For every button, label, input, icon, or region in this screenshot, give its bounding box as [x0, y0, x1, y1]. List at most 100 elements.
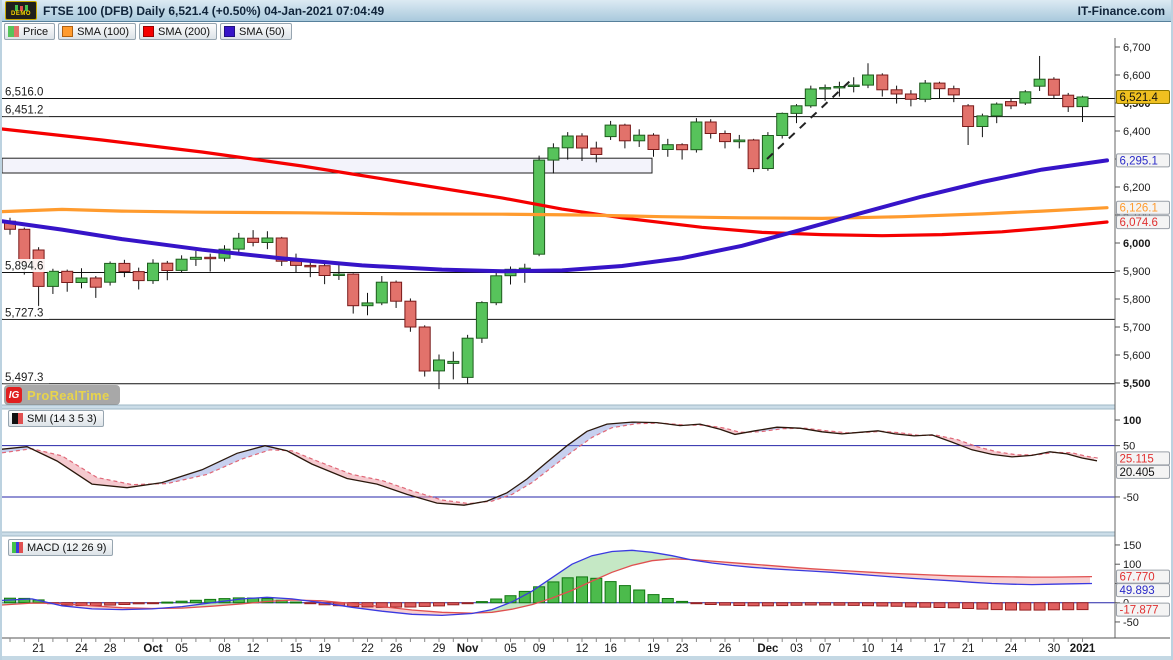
svg-text:5,727.3: 5,727.3	[5, 307, 43, 319]
svg-text:5,700: 5,700	[1123, 322, 1151, 334]
candle-down	[318, 265, 331, 277]
macd-bar-down	[862, 602, 874, 607]
macd-signal-line	[2, 558, 1093, 614]
svg-text:24: 24	[1005, 643, 1018, 655]
macd-bar-down	[418, 602, 431, 607]
macd-bar-down	[1019, 602, 1032, 611]
candle-down	[18, 228, 31, 263]
candle-up	[847, 84, 860, 87]
prorealtime-watermark: IG ProRealTime	[4, 385, 120, 405]
candle-down	[618, 124, 631, 142]
legend-chip-sma200[interactable]: SMA (200)	[139, 23, 217, 40]
hline-price-label: 6,451.2	[3, 103, 49, 117]
svg-text:12: 12	[576, 643, 589, 655]
candle-up	[75, 277, 88, 283]
svg-text:21: 21	[962, 643, 975, 655]
svg-text:6,516.0: 6,516.0	[5, 87, 43, 99]
hline-price-label: 5,727.3	[3, 305, 49, 319]
svg-text:08: 08	[218, 643, 231, 655]
macd-bar-down	[461, 602, 474, 605]
legend-chip-sma100[interactable]: SMA (100)	[58, 23, 137, 40]
candle-down	[962, 105, 975, 128]
macd-bar-up	[547, 581, 560, 604]
sma200-swatch-icon	[143, 26, 155, 37]
macd-bar-up	[647, 594, 660, 604]
candle-down	[704, 121, 717, 134]
macd-bar-down	[833, 602, 846, 606]
candle-up	[804, 88, 817, 107]
drawn-zone-box	[2, 157, 653, 174]
svg-text:26: 26	[719, 643, 732, 655]
svg-text:6,126.1: 6,126.1	[1120, 203, 1158, 215]
svg-text:100: 100	[1123, 559, 1141, 571]
macd-bar-down	[990, 602, 1003, 611]
legend-chip-sma50[interactable]: SMA (50)	[220, 23, 292, 40]
smi-panel	[2, 421, 1115, 506]
legend-sma100-label: SMA (100)	[77, 25, 130, 38]
macd-bar-down	[904, 602, 917, 608]
svg-text:24: 24	[75, 643, 88, 655]
svg-text:26: 26	[390, 643, 403, 655]
candle-up	[175, 258, 188, 271]
candle-down	[247, 237, 260, 243]
indicator-value-badge: 6,074.6	[1116, 215, 1170, 229]
smi-main-line	[2, 421, 1098, 506]
macd-bar-up	[161, 601, 174, 604]
svg-text:-50: -50	[1123, 617, 1139, 629]
macd-bar-down	[1047, 602, 1060, 611]
svg-text:6,200: 6,200	[1123, 182, 1151, 194]
macd-main-line	[2, 549, 1093, 617]
macd-icon	[12, 542, 24, 553]
macd-bar-up	[604, 581, 617, 604]
macd-bar-down	[876, 602, 889, 607]
svg-text:10: 10	[862, 643, 875, 655]
legend-chip-smi[interactable]: SMI (14 3 5 3)	[8, 410, 104, 427]
macd-bar-up	[633, 589, 646, 604]
candle-up	[633, 134, 646, 142]
macd-bar-down	[704, 602, 717, 606]
macd-bar-down	[890, 602, 903, 607]
macd-bar-up	[175, 600, 188, 604]
macd-bar-up	[18, 597, 31, 604]
drawn-trendline	[766, 76, 855, 160]
svg-text:19: 19	[647, 643, 660, 655]
x-axis: 21 24 28 Oct 05 08 12 15 19 22 26 29 Nov 05 09 12 16 19 23…	[2, 637, 1171, 656]
svg-text:21: 21	[32, 643, 45, 655]
svg-text:5,900: 5,900	[1123, 266, 1151, 278]
macd-bar-up	[618, 585, 631, 604]
legend-chip-macd[interactable]: MACD (12 26 9)	[8, 539, 114, 556]
svg-text:16: 16	[604, 643, 617, 655]
sma50-swatch-icon	[224, 26, 235, 37]
candle-up	[733, 139, 746, 143]
macd-bar-up	[590, 577, 603, 604]
macd-bar-down	[1033, 602, 1046, 611]
candle-down	[404, 300, 417, 328]
macd-bar-down	[819, 602, 832, 606]
candle-up	[1033, 78, 1046, 87]
candle-up	[490, 275, 503, 304]
candle-down	[747, 139, 760, 170]
legend-chip-price[interactable]: Price	[4, 23, 56, 40]
candle-up	[104, 262, 117, 283]
macd-bar-down	[404, 602, 417, 608]
svg-text:100: 100	[1123, 415, 1141, 427]
candles-icon	[8, 26, 19, 37]
candle-up	[46, 270, 59, 287]
macd-bar-up	[518, 590, 531, 604]
svg-text:5,500: 5,500	[1123, 378, 1151, 390]
candle-up	[361, 302, 374, 307]
macd-bar-up	[504, 595, 517, 604]
candle-up	[819, 87, 832, 90]
candle-down	[590, 147, 603, 156]
candle-up	[604, 124, 617, 138]
macd-bar-down	[433, 602, 445, 607]
window-bottom-frame	[2, 656, 1171, 660]
macd-bar-down	[747, 602, 760, 607]
svg-text:6,400: 6,400	[1123, 126, 1151, 138]
smi-icon	[12, 413, 23, 424]
chart-canvas[interactable]: 6,516.0 6,451.2 5,894.6 5,727.3 5,497.3 6,700…	[2, 22, 1173, 660]
svg-text:Dec: Dec	[757, 643, 779, 655]
candle-down	[890, 89, 903, 95]
macd-bar-down	[776, 602, 789, 607]
legend-smi-label: SMI (14 3 5 3)	[27, 412, 97, 425]
